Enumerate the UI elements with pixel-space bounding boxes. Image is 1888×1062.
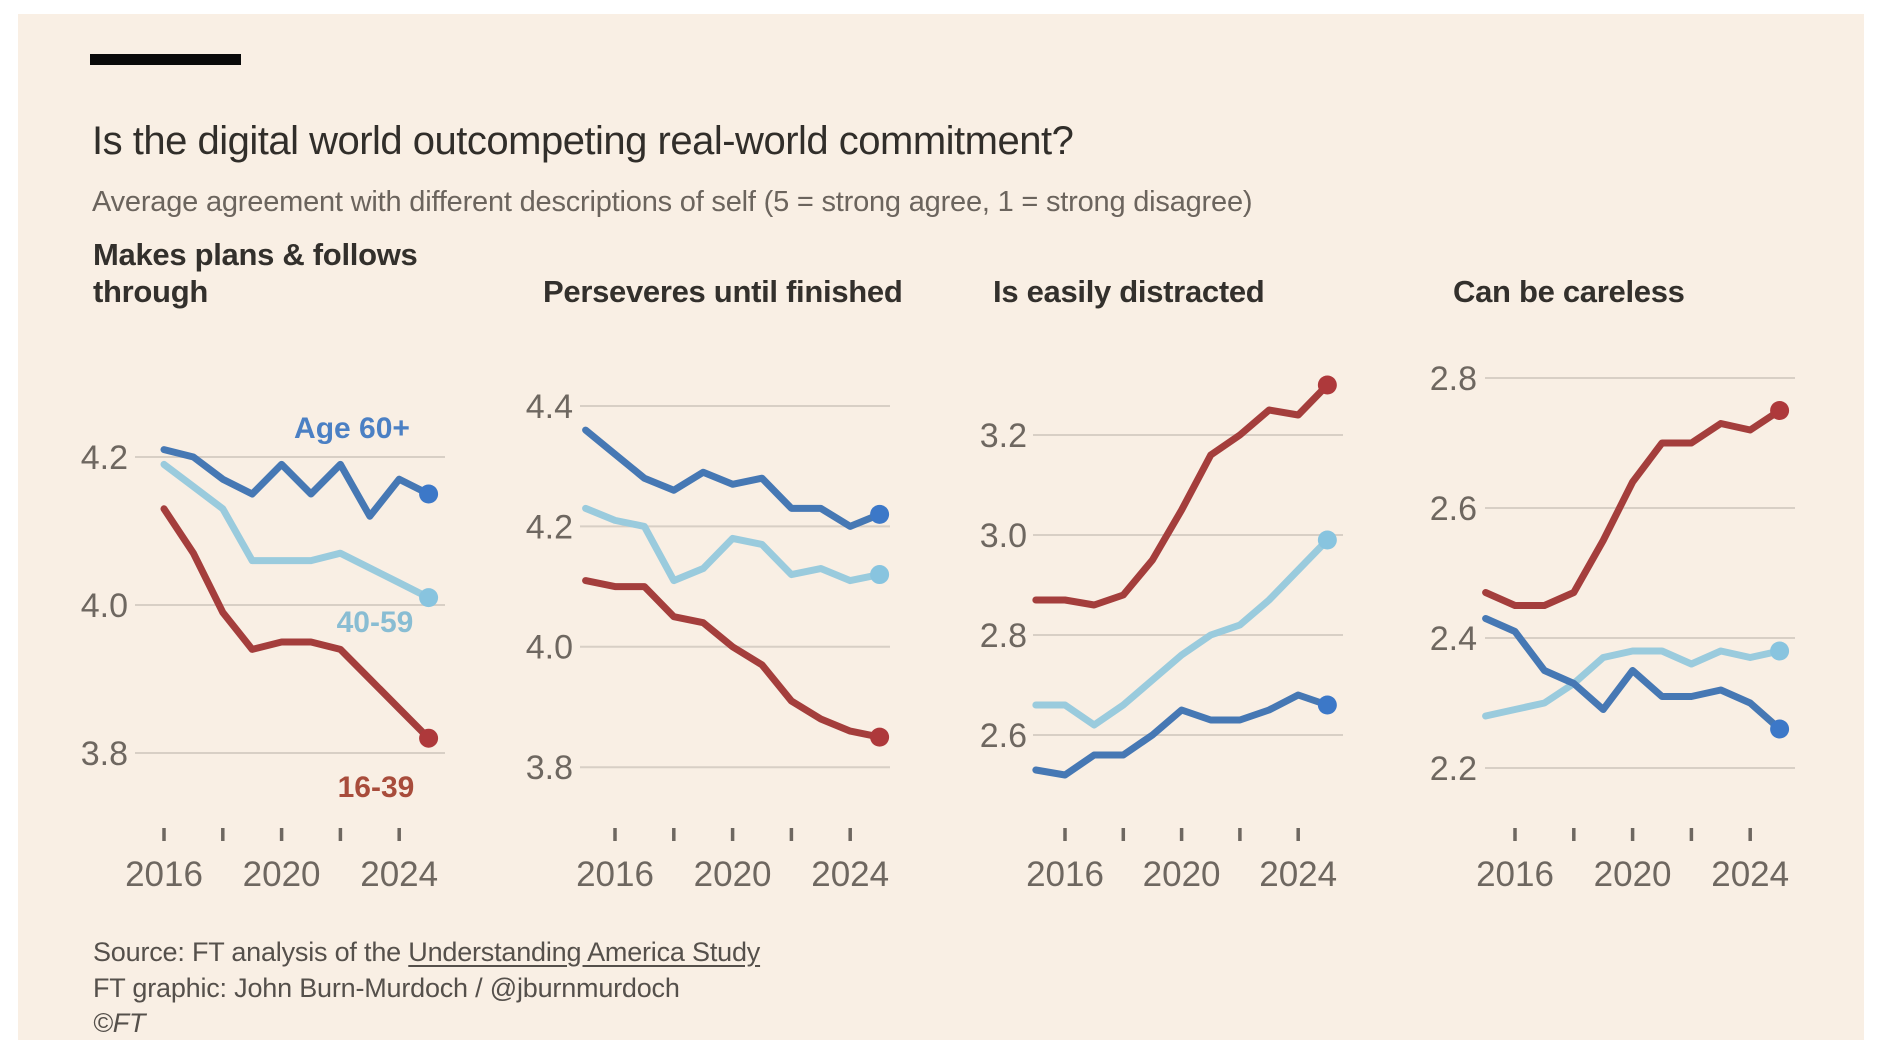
series-label-40-59: 40-59 [337,606,414,639]
x-axis-label: 2016 [1476,855,1554,894]
x-axis-label: 2024 [1711,855,1789,894]
y-axis-label: 2.2 [1430,750,1477,788]
line-age-60-panel-4 [1482,615,1784,733]
end-dot-40-59-panel-1 [419,588,439,608]
y-axis-label: 2.6 [980,717,1027,755]
end-dot-age-60-panel-2 [870,504,890,524]
y-axis-label: 4.2 [526,508,573,546]
line-16-39-panel-1 [160,505,433,742]
y-axis-label: 2.8 [980,617,1027,655]
y-axis-label: 2.4 [1430,620,1477,658]
series-label-16-39: 16-39 [338,771,415,804]
y-axis-label: 3.2 [980,417,1027,455]
source-link[interactable]: Understanding America Study [408,937,761,967]
x-axis-label: 2020 [694,855,772,894]
line-40-59-panel-1 [160,460,433,602]
x-axis-label: 2024 [1259,855,1337,894]
end-dot-40-59-panel-2 [870,565,890,585]
y-axis-label: 3.8 [526,749,573,787]
end-dot-16-39-panel-1 [419,728,439,748]
end-dot-40-59-panel-3 [1317,530,1337,550]
line-40-59-panel-3 [1032,536,1331,729]
x-axis-label: 2016 [1026,855,1104,894]
line-16-39-panel-4 [1482,407,1784,609]
y-axis-label: 4.0 [81,587,128,625]
x-axis-label: 2020 [1143,855,1221,894]
line-age-60-panel-1 [160,446,433,520]
y-axis-label: 3.0 [980,517,1027,555]
panel-title-perseveres: Perseveres until finished [543,273,903,309]
line-40-59-panel-4 [1482,647,1784,720]
y-axis-label: 4.0 [526,629,573,667]
end-dot-16-39-panel-4 [1770,401,1790,420]
y-axis-label: 2.8 [1430,360,1477,398]
panel-title-makes-plans: Makes plans & follows through [93,236,418,309]
panel-title-distracted: Is easily distracted [993,273,1265,309]
y-axis-label: 3.8 [81,735,128,773]
x-axis-label: 2020 [1594,855,1672,894]
chart-footer: Source: FT analysis of the Understanding… [93,935,760,1042]
end-dot-40-59-panel-4 [1770,641,1790,661]
y-axis-label: 4.4 [526,388,573,426]
chart-subtitle: Average agreement with different descrip… [92,186,1253,218]
copyright-mark: ©FT [93,1008,146,1039]
line-16-39-panel-2 [582,577,884,741]
x-axis-label: 2024 [360,855,438,894]
y-axis-label: 2.6 [1430,490,1477,528]
end-dot-age-60-panel-3 [1317,695,1337,715]
x-axis-label: 2016 [125,855,203,894]
x-axis-label: 2016 [576,855,654,894]
page-title: Is the digital world outcompeting real-w… [92,118,1074,163]
end-dot-age-60-panel-4 [1770,719,1790,739]
line-age-60-panel-2 [582,426,884,530]
x-axis-label: 2024 [811,855,889,894]
source-line: Source: FT analysis of the Understanding… [93,935,760,971]
ft-top-bar [90,54,241,65]
panel-title-careless: Can be careless [1453,273,1685,309]
line-40-59-panel-2 [582,504,884,585]
end-dot-16-39-panel-2 [870,727,890,747]
series-label-age-60: Age 60+ [294,412,410,445]
chart-canvas: Is the digital world outcompeting real-w… [18,14,1864,1040]
end-dot-16-39-panel-3 [1317,375,1337,395]
end-dot-age-60-panel-1 [419,484,439,504]
source-prefix: Source: FT analysis of the [93,937,409,967]
line-age-60-panel-3 [1032,691,1331,779]
line-16-39-panel-3 [1032,381,1331,609]
x-axis-label: 2020 [243,855,321,894]
y-axis-label: 4.2 [81,439,128,477]
credit-line: FT graphic: John Burn-Murdoch / @jburnmu… [93,972,680,1003]
